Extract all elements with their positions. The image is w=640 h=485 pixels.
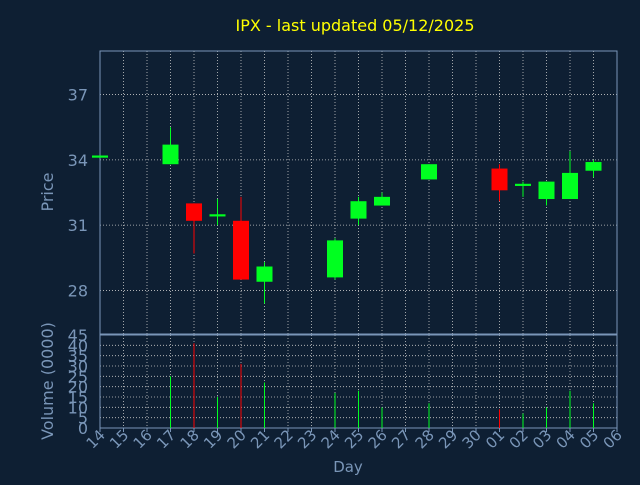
volume-axis-label: Volume (0000) (38, 322, 57, 440)
candle-body (162, 144, 179, 165)
x-tick-label: 18 (177, 426, 203, 452)
x-tick-label: 25 (341, 426, 367, 452)
volume-bars (170, 343, 594, 428)
price-tick-label: 37 (68, 86, 88, 105)
x-tick-label: 17 (153, 426, 179, 452)
x-tick-label: 26 (365, 426, 391, 452)
x-tick-label: 06 (600, 426, 626, 452)
candle-body (92, 155, 108, 158)
candle-body (256, 266, 273, 282)
x-tick-label: 27 (388, 426, 414, 452)
volume-tick-label: 25 (68, 367, 88, 386)
candle-body (233, 220, 249, 280)
x-tick-label: 29 (435, 426, 461, 452)
volume-tick-label: 15 (68, 388, 88, 407)
x-tick-label: 03 (529, 426, 555, 452)
x-tick-label: 05 (576, 426, 602, 452)
candle-body (186, 203, 202, 221)
grid-lines (100, 51, 617, 428)
candle-body (350, 201, 367, 219)
x-tick-label: 23 (294, 426, 320, 452)
x-tick-label: 20 (224, 426, 250, 452)
price-tick-label: 31 (68, 216, 88, 235)
x-tick-label: 21 (247, 426, 273, 452)
price-tick-label: 34 (68, 151, 88, 170)
volume-tick-label: 0 (78, 419, 88, 438)
candle-body (327, 240, 343, 278)
x-tick-label: 19 (200, 426, 226, 452)
volume-tick-label: 40 (68, 336, 88, 355)
candle-body (538, 181, 555, 200)
volume-tick-label: 20 (68, 378, 88, 397)
volume-tick-label: 45 (68, 326, 88, 345)
volume-tick-label: 35 (68, 347, 88, 366)
x-tick-label: 01 (482, 426, 508, 452)
price-axis-label: Price (38, 172, 57, 211)
candle-body (491, 168, 508, 191)
x-tick-label: 22 (271, 426, 297, 452)
candle-body (562, 172, 578, 200)
candle-body (515, 183, 531, 186)
candle-body (374, 196, 390, 206)
x-tick-label: 04 (553, 426, 579, 452)
x-tick-label: 24 (318, 426, 344, 452)
volume-tick-label: 10 (68, 398, 88, 417)
price-tick-label: 28 (68, 281, 88, 300)
x-tick-label: 15 (106, 426, 132, 452)
price-panel-frame (99, 50, 618, 335)
candle-body (421, 164, 437, 180)
chart-title: IPX - last updated 05/12/2025 (235, 16, 474, 35)
x-tick-label: 16 (130, 426, 156, 452)
volume-tick-label: 5 (78, 409, 88, 428)
x-tick-label: 02 (506, 426, 532, 452)
x-tick-label: 28 (412, 426, 438, 452)
candles (92, 127, 602, 304)
volume-tick-label: 30 (68, 357, 88, 376)
x-tick-label: 30 (459, 426, 485, 452)
candle-body (209, 214, 226, 217)
candle-body (585, 162, 602, 171)
x-axis-label: Day (333, 458, 363, 476)
